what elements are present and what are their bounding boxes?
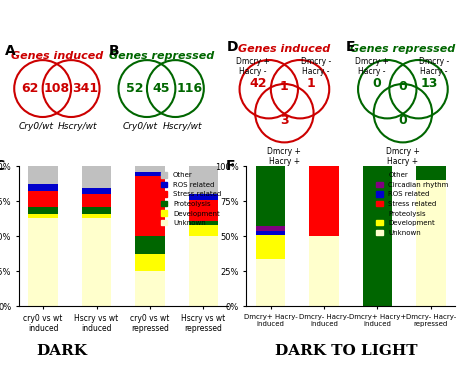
Text: Genes induced: Genes induced (238, 44, 330, 54)
Text: Hscry/wt: Hscry/wt (162, 122, 202, 131)
Text: 1: 1 (306, 77, 315, 90)
Text: Genes induced: Genes induced (11, 51, 103, 61)
Bar (82, 207, 111, 214)
Bar (28, 184, 58, 191)
Text: Dmcry +
Hacry +: Dmcry + Hacry + (386, 146, 420, 166)
Bar (310, 236, 339, 306)
Bar (82, 166, 111, 189)
Text: 3: 3 (280, 114, 289, 127)
Text: Hscry/wt: Hscry/wt (58, 122, 98, 131)
Bar (189, 236, 218, 306)
Text: DARK: DARK (36, 344, 87, 358)
Text: Dmcry +
Hacry -: Dmcry + Hacry - (355, 57, 389, 76)
Text: 13: 13 (420, 77, 438, 90)
Bar (416, 166, 446, 176)
Text: Genes repressed: Genes repressed (109, 51, 214, 61)
Text: 0: 0 (399, 80, 407, 93)
Bar (135, 271, 164, 306)
Text: D: D (227, 40, 238, 54)
Bar (189, 166, 218, 194)
Text: 108: 108 (44, 82, 70, 95)
Text: Cry0/wt: Cry0/wt (123, 122, 158, 131)
Bar (256, 226, 285, 231)
Bar (256, 235, 285, 259)
Text: Dmcry +
Hacry -: Dmcry + Hacry - (236, 57, 270, 76)
Text: 0: 0 (399, 114, 407, 127)
Bar (256, 166, 285, 226)
Bar (416, 176, 446, 180)
Text: F: F (226, 159, 235, 173)
Bar (310, 166, 339, 236)
Text: E: E (346, 40, 355, 54)
Text: 42: 42 (250, 77, 267, 90)
Text: 1: 1 (280, 80, 289, 93)
Text: 52: 52 (126, 82, 143, 95)
Bar (135, 254, 164, 271)
Bar (28, 218, 58, 306)
Bar (189, 221, 218, 225)
Text: 116: 116 (176, 82, 203, 95)
Text: 62: 62 (22, 82, 39, 95)
Legend: Other, Circadian rhythm, ROS related, Stress related, Proteolysis, Development, : Other, Circadian rhythm, ROS related, St… (373, 169, 452, 238)
Text: Dmcry -
Hacry -: Dmcry - Hacry - (301, 57, 331, 76)
Bar (189, 194, 218, 200)
Bar (82, 189, 111, 194)
Bar (135, 236, 164, 254)
Bar (256, 259, 285, 306)
Text: A: A (5, 44, 16, 58)
Text: 0: 0 (373, 77, 381, 90)
Bar (82, 194, 111, 207)
Bar (82, 218, 111, 306)
Bar (189, 225, 218, 236)
Text: DARK TO LIGHT: DARK TO LIGHT (275, 344, 417, 358)
Text: Dmcry +
Hacry +: Dmcry + Hacry + (267, 146, 301, 166)
Text: B: B (109, 44, 119, 58)
Text: Genes repressed: Genes repressed (350, 44, 456, 54)
Bar (135, 172, 164, 176)
Bar (135, 176, 164, 236)
Text: Dmcry -
Hacry -: Dmcry - Hacry - (419, 57, 449, 76)
Text: C: C (0, 159, 4, 173)
Bar (363, 166, 392, 306)
Text: 45: 45 (153, 82, 170, 95)
Bar (28, 191, 58, 207)
Bar (189, 200, 218, 221)
Text: Cry0/wt: Cry0/wt (18, 122, 54, 131)
Bar (416, 180, 446, 306)
Text: 341: 341 (72, 82, 99, 95)
Bar (28, 207, 58, 214)
Bar (135, 166, 164, 172)
Bar (82, 214, 111, 218)
Legend: Other, ROS related, Stress related, Proteolysis, Development, Unknown: Other, ROS related, Stress related, Prot… (158, 169, 224, 229)
Bar (256, 231, 285, 235)
Bar (28, 214, 58, 218)
Bar (28, 166, 58, 184)
